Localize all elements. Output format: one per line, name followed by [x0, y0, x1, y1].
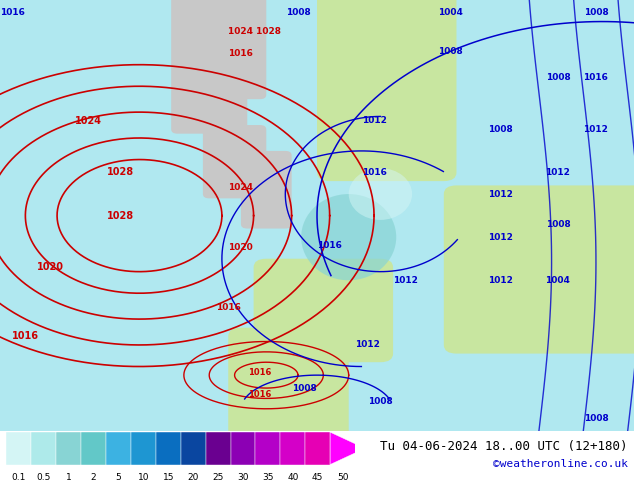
Text: 1008: 1008	[545, 220, 571, 229]
Text: 1024: 1024	[75, 116, 102, 126]
Bar	[106, 432, 131, 465]
Bar	[256, 432, 280, 465]
FancyBboxPatch shape	[171, 0, 247, 134]
FancyBboxPatch shape	[228, 328, 349, 440]
Bar	[31, 432, 56, 465]
Text: 1008: 1008	[292, 384, 317, 392]
Text: 1008: 1008	[437, 47, 463, 56]
Text: 0.5: 0.5	[37, 473, 51, 482]
Text: 1020: 1020	[228, 243, 253, 252]
Bar	[81, 432, 106, 465]
Text: 1016: 1016	[583, 73, 609, 82]
Text: 1012: 1012	[488, 276, 514, 285]
Text: 30: 30	[237, 473, 249, 482]
Text: Tu 04-06-2024 18..00 UTC (12+180): Tu 04-06-2024 18..00 UTC (12+180)	[380, 440, 628, 453]
Text: 1012: 1012	[361, 116, 387, 125]
Text: 10: 10	[138, 473, 149, 482]
FancyBboxPatch shape	[216, 0, 266, 99]
Text: 1012: 1012	[545, 168, 571, 177]
Text: 1012: 1012	[355, 341, 380, 349]
Text: 20: 20	[188, 473, 199, 482]
FancyBboxPatch shape	[444, 185, 634, 354]
Text: 15: 15	[162, 473, 174, 482]
Bar	[280, 432, 305, 465]
Text: 1: 1	[66, 473, 72, 482]
Bar	[181, 432, 205, 465]
FancyBboxPatch shape	[317, 0, 456, 181]
Text: 1016: 1016	[249, 390, 271, 399]
Text: 1020: 1020	[37, 262, 64, 272]
Text: 1004: 1004	[545, 276, 571, 285]
Bar	[131, 432, 156, 465]
Text: 1016: 1016	[228, 49, 253, 58]
Text: 1012: 1012	[583, 125, 609, 134]
Text: 1016: 1016	[0, 8, 25, 18]
Text: 1008: 1008	[583, 8, 609, 18]
Text: 1024: 1024	[228, 183, 253, 192]
Polygon shape	[330, 432, 365, 465]
Text: 1016: 1016	[12, 331, 39, 342]
Text: 2: 2	[91, 473, 96, 482]
Text: 1016: 1016	[361, 168, 387, 177]
Text: 1028: 1028	[107, 211, 134, 220]
FancyBboxPatch shape	[241, 151, 292, 228]
Text: 1008: 1008	[488, 125, 514, 134]
Text: 1012: 1012	[393, 276, 418, 285]
Text: 45: 45	[312, 473, 323, 482]
Text: 1016: 1016	[317, 241, 342, 250]
Text: 1008: 1008	[545, 73, 571, 82]
Text: 1004: 1004	[437, 8, 463, 18]
Text: 1008: 1008	[583, 414, 609, 423]
Text: 5: 5	[115, 473, 121, 482]
Text: 1008: 1008	[368, 396, 393, 406]
Text: 0.1: 0.1	[11, 473, 26, 482]
Text: 1024 1028: 1024 1028	[228, 27, 281, 36]
Text: 1016: 1016	[216, 303, 240, 313]
Text: 40: 40	[287, 473, 299, 482]
Bar	[231, 432, 256, 465]
Ellipse shape	[301, 194, 396, 280]
Text: Precipitation (6h) [mm] ECMWF: Precipitation (6h) [mm] ECMWF	[6, 440, 224, 453]
Bar	[156, 432, 181, 465]
Text: 1008: 1008	[285, 8, 311, 18]
Text: 1016: 1016	[249, 368, 271, 377]
Bar	[6, 432, 31, 465]
Ellipse shape	[349, 168, 412, 220]
FancyBboxPatch shape	[203, 125, 266, 198]
Text: 1012: 1012	[488, 233, 514, 242]
Text: 1012: 1012	[488, 190, 514, 198]
Bar	[205, 432, 231, 465]
FancyBboxPatch shape	[254, 259, 393, 362]
Text: 1028: 1028	[107, 168, 134, 177]
Text: ©weatheronline.co.uk: ©weatheronline.co.uk	[493, 459, 628, 468]
Text: 25: 25	[212, 473, 224, 482]
Bar	[56, 432, 81, 465]
Text: 50: 50	[337, 473, 348, 482]
Bar	[305, 432, 330, 465]
Text: 35: 35	[262, 473, 274, 482]
